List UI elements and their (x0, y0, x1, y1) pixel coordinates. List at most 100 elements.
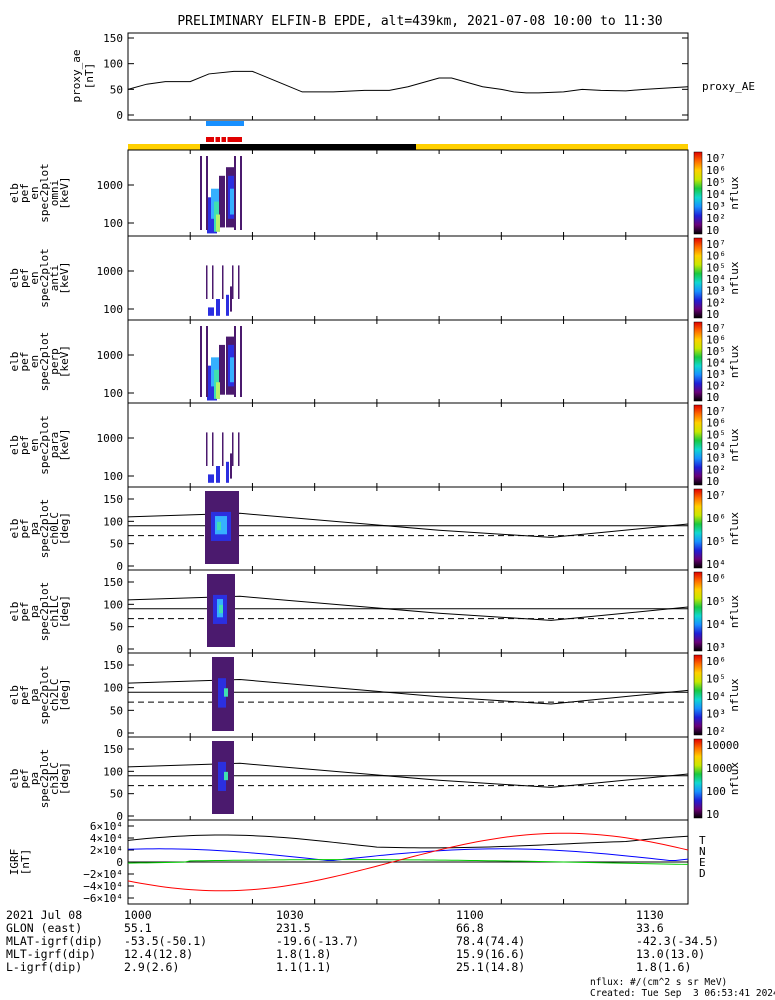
ch0LC-cb-tick: 10⁷ (706, 489, 726, 502)
ch3LC-cb-tick: 1000 (706, 762, 733, 775)
footer-row-value: 13.0(13.0) (636, 947, 706, 961)
ch1LC-cb-tick: 10⁶ (706, 572, 726, 585)
science-zone-bar-red (206, 137, 242, 142)
anti-cb-tick: 10³ (706, 285, 726, 298)
ch1LC-cb-label: nflux (728, 595, 741, 628)
anti-cb-tick: 10⁶ (706, 250, 726, 263)
anti-spec-cell (232, 265, 234, 299)
created-stamp: Created: Tue Sep 3 06:53:41 2024 (590, 988, 775, 999)
science-zone-gap (226, 137, 228, 142)
ch1LC-ytick-label: 100 (103, 598, 123, 611)
ch2LC-ytick-label: 100 (103, 682, 123, 695)
omni-cb-tick: 10⁷ (706, 152, 726, 165)
anti-spec-cell (230, 286, 232, 312)
anti-spec-cell (226, 294, 229, 316)
ch3LC-ylabel: elbpefpaspec2plotch3LC[deg] (8, 749, 71, 809)
anti-cb-tick: 10⁴ (706, 273, 726, 286)
omni-spec-cell (230, 188, 234, 215)
perp-spec-cell (240, 326, 242, 397)
ch3LC-cb-tick: 100 (706, 785, 726, 798)
units-note: nflux: #/(cm^2 s sr MeV) (590, 977, 728, 988)
ch1LC-spec-cell (219, 604, 223, 614)
igrf-legend-T: T (699, 834, 706, 847)
anti-spec-cell (238, 265, 240, 299)
perp-cb-tick: 10² (706, 380, 726, 393)
ch3LC-loss-cone-line (127, 762, 689, 788)
ch3LC-cb-tick: 10 (706, 808, 719, 821)
para-spec-cell (226, 461, 229, 483)
ch3LC-spec-cell (224, 771, 228, 781)
ch0LC-ytick-label: 0 (116, 560, 123, 573)
perp-colorbar (693, 321, 703, 402)
ch2LC-ytick-label: 150 (103, 659, 123, 672)
anti-cb-tick: 10 (706, 308, 719, 321)
footer-row-label: GLON (east) (6, 921, 83, 935)
ch3LC-cb-label: nflux (728, 762, 741, 795)
perp-cb-tick: 10⁶ (706, 334, 726, 347)
ch3LC-ytick-label: 0 (116, 810, 123, 823)
para-ylabel: elbpefenspec2plotpara[keV] (8, 415, 71, 475)
perp-cb-tick: 10⁷ (706, 322, 726, 335)
para-cb-tick: 10 (706, 475, 719, 488)
igrf-east-line (127, 859, 689, 865)
ch0LC-ytick-label: 150 (103, 493, 123, 506)
perp-spec-cell (234, 326, 236, 397)
ch3LC-ytick-label: 150 (103, 743, 123, 756)
ch2LC-cb-tick: 10³ (706, 708, 726, 721)
proxy-ae-frame (127, 32, 689, 121)
perp-spec-cell (230, 357, 234, 383)
perp-spec-cell (200, 326, 202, 397)
ch1LC-cb-tick: 10⁴ (706, 618, 726, 631)
footer-row-value: 15.9(16.6) (456, 947, 526, 961)
igrf-total-line (127, 834, 689, 849)
footer-row-value: 78.4(74.4) (456, 934, 526, 948)
ch3LC-ytick-label: 100 (103, 765, 123, 778)
para-spec-cell (206, 432, 208, 466)
para-spec-cell (212, 432, 214, 466)
ch0LC-cb-tick: 10⁴ (706, 558, 726, 571)
anti-cb-tick: 10² (706, 296, 726, 309)
anti-cb-tick: 10⁷ (706, 238, 726, 251)
ch2LC-spec-cell (218, 678, 226, 708)
footer-row-value: 1130 (636, 908, 664, 922)
igrf-legend-E: E (699, 856, 706, 869)
footer-row-label: 2021 Jul 08 (6, 908, 83, 922)
omni-colorbar (693, 151, 703, 235)
proxy-ae-ytick-label: 0 (116, 109, 123, 122)
ch1LC-ytick-label: 50 (110, 621, 123, 634)
ch0LC-colorbar (693, 488, 703, 569)
ch3LC-colorbar (693, 738, 703, 819)
ch2LC-cb-tick: 10⁶ (706, 655, 726, 668)
igrf-ytick-label: −2×10⁴ (83, 868, 123, 881)
footer-row-value: 231.5 (276, 921, 311, 935)
para-cb-tick: 10² (706, 463, 726, 476)
igrf-ytick-label: 4×10⁴ (90, 832, 123, 845)
para-cb-tick: 10⁶ (706, 417, 726, 430)
ch2LC-cb-label: nflux (728, 678, 741, 711)
igrf-ytick-label: −6×10⁴ (83, 892, 123, 905)
footer-row-value: 12.4(12.8) (124, 947, 194, 961)
footer-row-label: MLT-igrf(dip) (6, 947, 97, 961)
proxy-ae-ylabel: proxy_ae[nT] (70, 50, 96, 103)
omni-spec-cell (200, 156, 202, 230)
perp-cb-tick: 10⁴ (706, 357, 726, 370)
perp-spec-cell (219, 344, 225, 395)
plot-title: PRELIMINARY ELFIN-B EPDE, alt=439km, 202… (177, 14, 662, 29)
para-ytick-label: 100 (103, 470, 123, 483)
ch1LC-cb-tick: 10³ (706, 641, 726, 654)
ch2LC-colorbar (693, 654, 703, 736)
ch0LC-spec-cell (217, 521, 221, 531)
anti-spec-cell (206, 265, 208, 299)
perp-cb-label: nflux (728, 345, 741, 378)
perp-ytick-label: 1000 (97, 349, 124, 362)
ch3LC-cb-tick: 10000 (706, 739, 739, 752)
igrf-down-line (127, 832, 689, 892)
perp-spec-cell (216, 382, 220, 399)
ch0LC-cb-label: nflux (728, 512, 741, 545)
anti-spec-cell (208, 307, 214, 316)
para-spec-cell (238, 432, 240, 466)
igrf-ylabel: IGRF[nT] (8, 849, 32, 876)
anti-spec-cell (212, 265, 214, 299)
para-spec-cell (208, 474, 214, 483)
